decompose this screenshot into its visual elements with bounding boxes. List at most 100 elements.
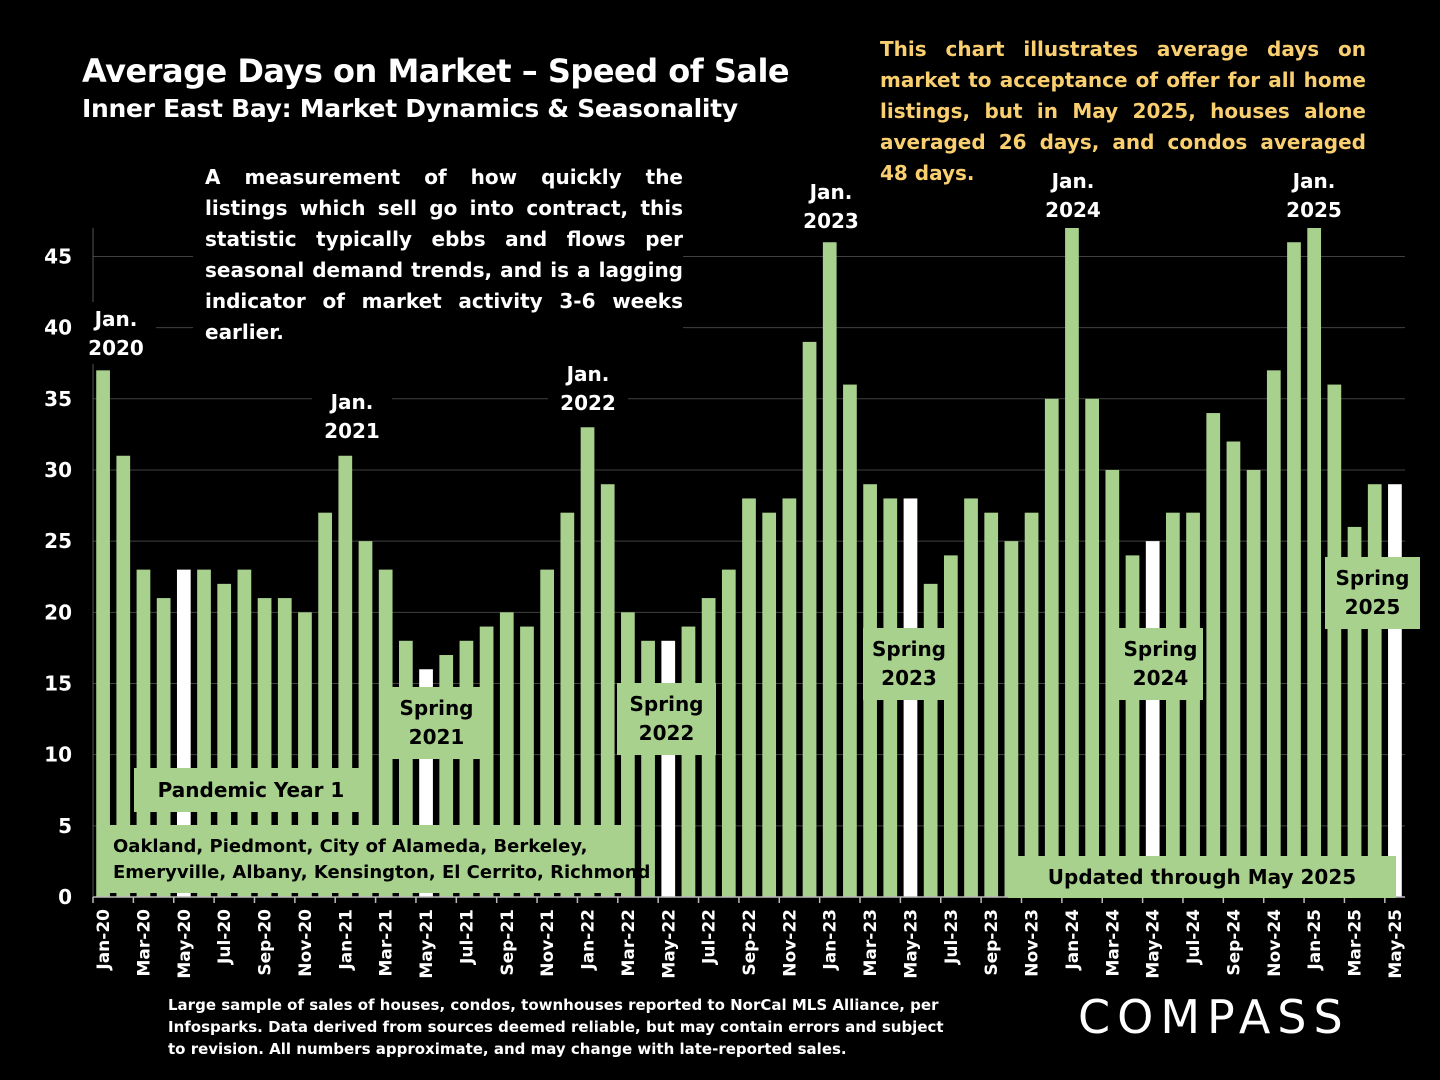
spring-label: 2023 — [881, 666, 937, 690]
x-tick-label: May-21 — [417, 909, 437, 979]
y-tick-label: 45 — [44, 244, 72, 268]
bar — [1287, 242, 1301, 898]
bar — [1226, 441, 1241, 897]
bar — [1004, 541, 1019, 897]
jan-label: 2023 — [803, 209, 859, 233]
highlight-bar — [1145, 541, 1160, 897]
bar — [843, 384, 857, 897]
bar — [277, 598, 292, 897]
highlight-bar — [176, 569, 191, 897]
x-tick-label: Jan-20 — [94, 909, 114, 971]
x-tick-label: Nov-20 — [296, 909, 316, 977]
bar — [1085, 398, 1100, 897]
bar — [237, 569, 252, 897]
y-tick-label: 40 — [44, 316, 72, 340]
x-axis: Jan-20 Mar-20 May-20 Jul-20 Sep-20 Nov-20 Jan-… — [92, 896, 1406, 979]
bar — [802, 341, 817, 898]
jan-label: 2024 — [1045, 198, 1101, 222]
bar — [742, 498, 756, 897]
x-tick-label: Sep-23 — [982, 909, 1002, 976]
spring-box — [1325, 557, 1420, 629]
jan-label: 2022 — [560, 391, 616, 415]
bar — [600, 484, 615, 897]
x-tick-label: Mar-22 — [619, 909, 639, 977]
jan-label: 2020 — [88, 336, 144, 360]
x-tick-label: Jan-24 — [1063, 909, 1083, 971]
spring-label: 2022 — [639, 721, 695, 745]
regions-label: Emeryville, Albany, Kensington, El Cerri… — [113, 862, 650, 883]
bar — [560, 512, 575, 897]
bar — [116, 455, 131, 897]
annotation-bg — [312, 385, 392, 447]
bar — [1266, 370, 1281, 897]
bar — [580, 427, 595, 897]
bar — [1105, 469, 1120, 897]
bars — [96, 228, 1402, 898]
logo-o-icon: O — [1117, 990, 1161, 1044]
bar — [681, 626, 696, 897]
jan-label: Jan. — [329, 390, 374, 414]
x-tick-label: Nov-24 — [1265, 909, 1285, 977]
annotation-bg — [548, 357, 628, 419]
bar — [540, 569, 555, 897]
jan-label: 2025 — [1286, 198, 1342, 222]
bar — [822, 242, 837, 898]
y-tick-label: 10 — [44, 743, 72, 767]
x-tick-label: Mar-21 — [377, 909, 397, 977]
y-tick-label: 25 — [44, 529, 72, 553]
bar — [1044, 398, 1059, 897]
annotation-bg — [791, 175, 871, 237]
spring-label: Spring — [630, 692, 704, 716]
bar — [1166, 512, 1180, 897]
x-tick-label: Nov-21 — [538, 909, 558, 977]
bar — [1367, 484, 1382, 897]
x-tick-label: May-20 — [175, 909, 195, 979]
bar — [1186, 512, 1200, 897]
highlight-bar — [1388, 484, 1402, 897]
highlight-note: This chart illustrates average days on m… — [880, 37, 1366, 185]
x-tick-label: Jul-24 — [1184, 909, 1204, 965]
bar — [217, 583, 232, 897]
annotation-bg — [1033, 164, 1113, 226]
x-tick-label: Sep-22 — [740, 909, 760, 976]
jan-label: Jan. — [565, 362, 610, 386]
updated-label: Updated through May 2025 — [1048, 865, 1356, 889]
jan-label: 2021 — [324, 419, 380, 443]
bar — [943, 555, 958, 897]
jan-label: Jan. — [808, 180, 853, 204]
bar — [1125, 555, 1140, 897]
bar — [782, 498, 797, 897]
spring-label: Spring — [872, 637, 946, 661]
x-tick-label: Nov-23 — [1023, 909, 1043, 977]
bar — [964, 498, 978, 897]
spring-label: 2021 — [409, 725, 465, 749]
x-tick-label: Mar-20 — [134, 909, 154, 977]
annotation-bg — [76, 302, 156, 364]
x-tick-label: Sep-20 — [256, 909, 276, 976]
spring-box — [380, 687, 493, 759]
x-tick-label: May-24 — [1144, 909, 1164, 979]
bar — [1327, 384, 1342, 897]
x-tick-label: Jan-23 — [821, 909, 841, 971]
bar — [984, 512, 999, 897]
spring-label: Spring — [1336, 566, 1410, 590]
chart-description: A measurement of how quickly the listing… — [193, 162, 683, 348]
x-tick-label: Jan-22 — [579, 909, 599, 971]
x-tick-label: Mar-23 — [861, 909, 881, 977]
y-tick-label: 20 — [44, 600, 72, 624]
source-footnote: Large sample of sales of houses, condos,… — [168, 996, 944, 1058]
spring-label: Spring — [400, 696, 474, 720]
x-tick-label: Mar-25 — [1346, 909, 1366, 977]
bar — [1024, 512, 1039, 897]
bar — [257, 598, 272, 897]
x-tick-label: Sep-21 — [498, 909, 518, 976]
jan-label: Jan. — [93, 307, 138, 331]
jan-label: Jan. — [1050, 169, 1095, 193]
x-tick-label: Jul-21 — [457, 909, 477, 965]
bar — [96, 370, 110, 897]
regions-box — [97, 825, 631, 893]
x-tick-label: May-25 — [1386, 909, 1406, 979]
spring-label: Spring — [1124, 637, 1198, 661]
bar — [641, 640, 655, 897]
